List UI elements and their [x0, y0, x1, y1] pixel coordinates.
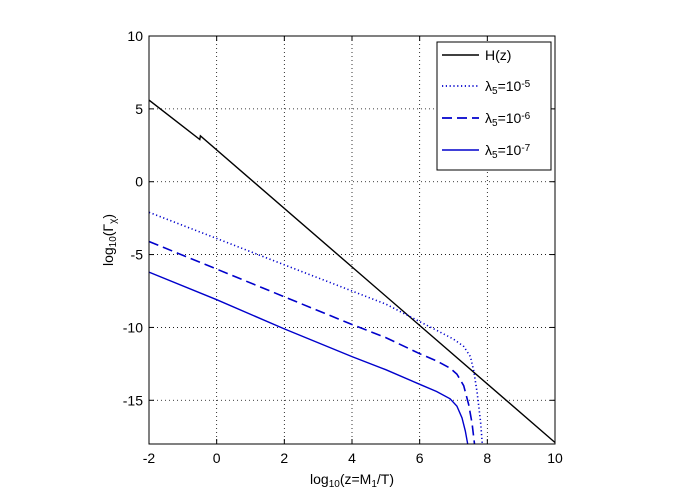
- legend-label-lambda-1e-7: λ5=10-7: [485, 142, 531, 161]
- x-axis-title: log10(z=M1/T): [310, 471, 394, 490]
- tick-labels: -2 0 2 4 6 8 10 -15 -10 -5 0 5 10: [123, 28, 563, 466]
- x-tick-label: 2: [280, 450, 288, 466]
- y-axis-title: log10(Γχ): [100, 214, 119, 266]
- legend: H(z) λ5=10-5 λ5=10-6 λ5=10-7: [436, 41, 552, 171]
- y-tick-label: 5: [135, 101, 143, 117]
- legend-label-h: H(z): [485, 47, 511, 63]
- x-tick-label: 10: [547, 450, 563, 466]
- series-line-1: [149, 211, 484, 444]
- series-layer: [149, 99, 555, 444]
- y-tick-label: 10: [127, 28, 143, 44]
- y-tick-label: -10: [123, 319, 143, 335]
- x-tick-label: 6: [416, 450, 424, 466]
- x-tick-label: -2: [143, 450, 156, 466]
- y-tick-label: -5: [131, 247, 144, 263]
- x-tick-label: 0: [213, 450, 221, 466]
- series-line-2: [149, 240, 476, 444]
- x-tick-label: 4: [348, 450, 356, 466]
- legend-label-lambda-1e-5: λ5=10-5: [485, 78, 531, 97]
- ticks: [148, 35, 556, 444]
- legend-label-lambda-1e-6: λ5=10-6: [485, 110, 531, 129]
- legend-box: [436, 41, 552, 171]
- series-line-3: [149, 271, 469, 444]
- y-tick-label: 0: [135, 174, 143, 190]
- y-tick-label: -15: [123, 392, 143, 408]
- x-tick-label: 8: [483, 450, 491, 466]
- series-line-0: [149, 99, 555, 444]
